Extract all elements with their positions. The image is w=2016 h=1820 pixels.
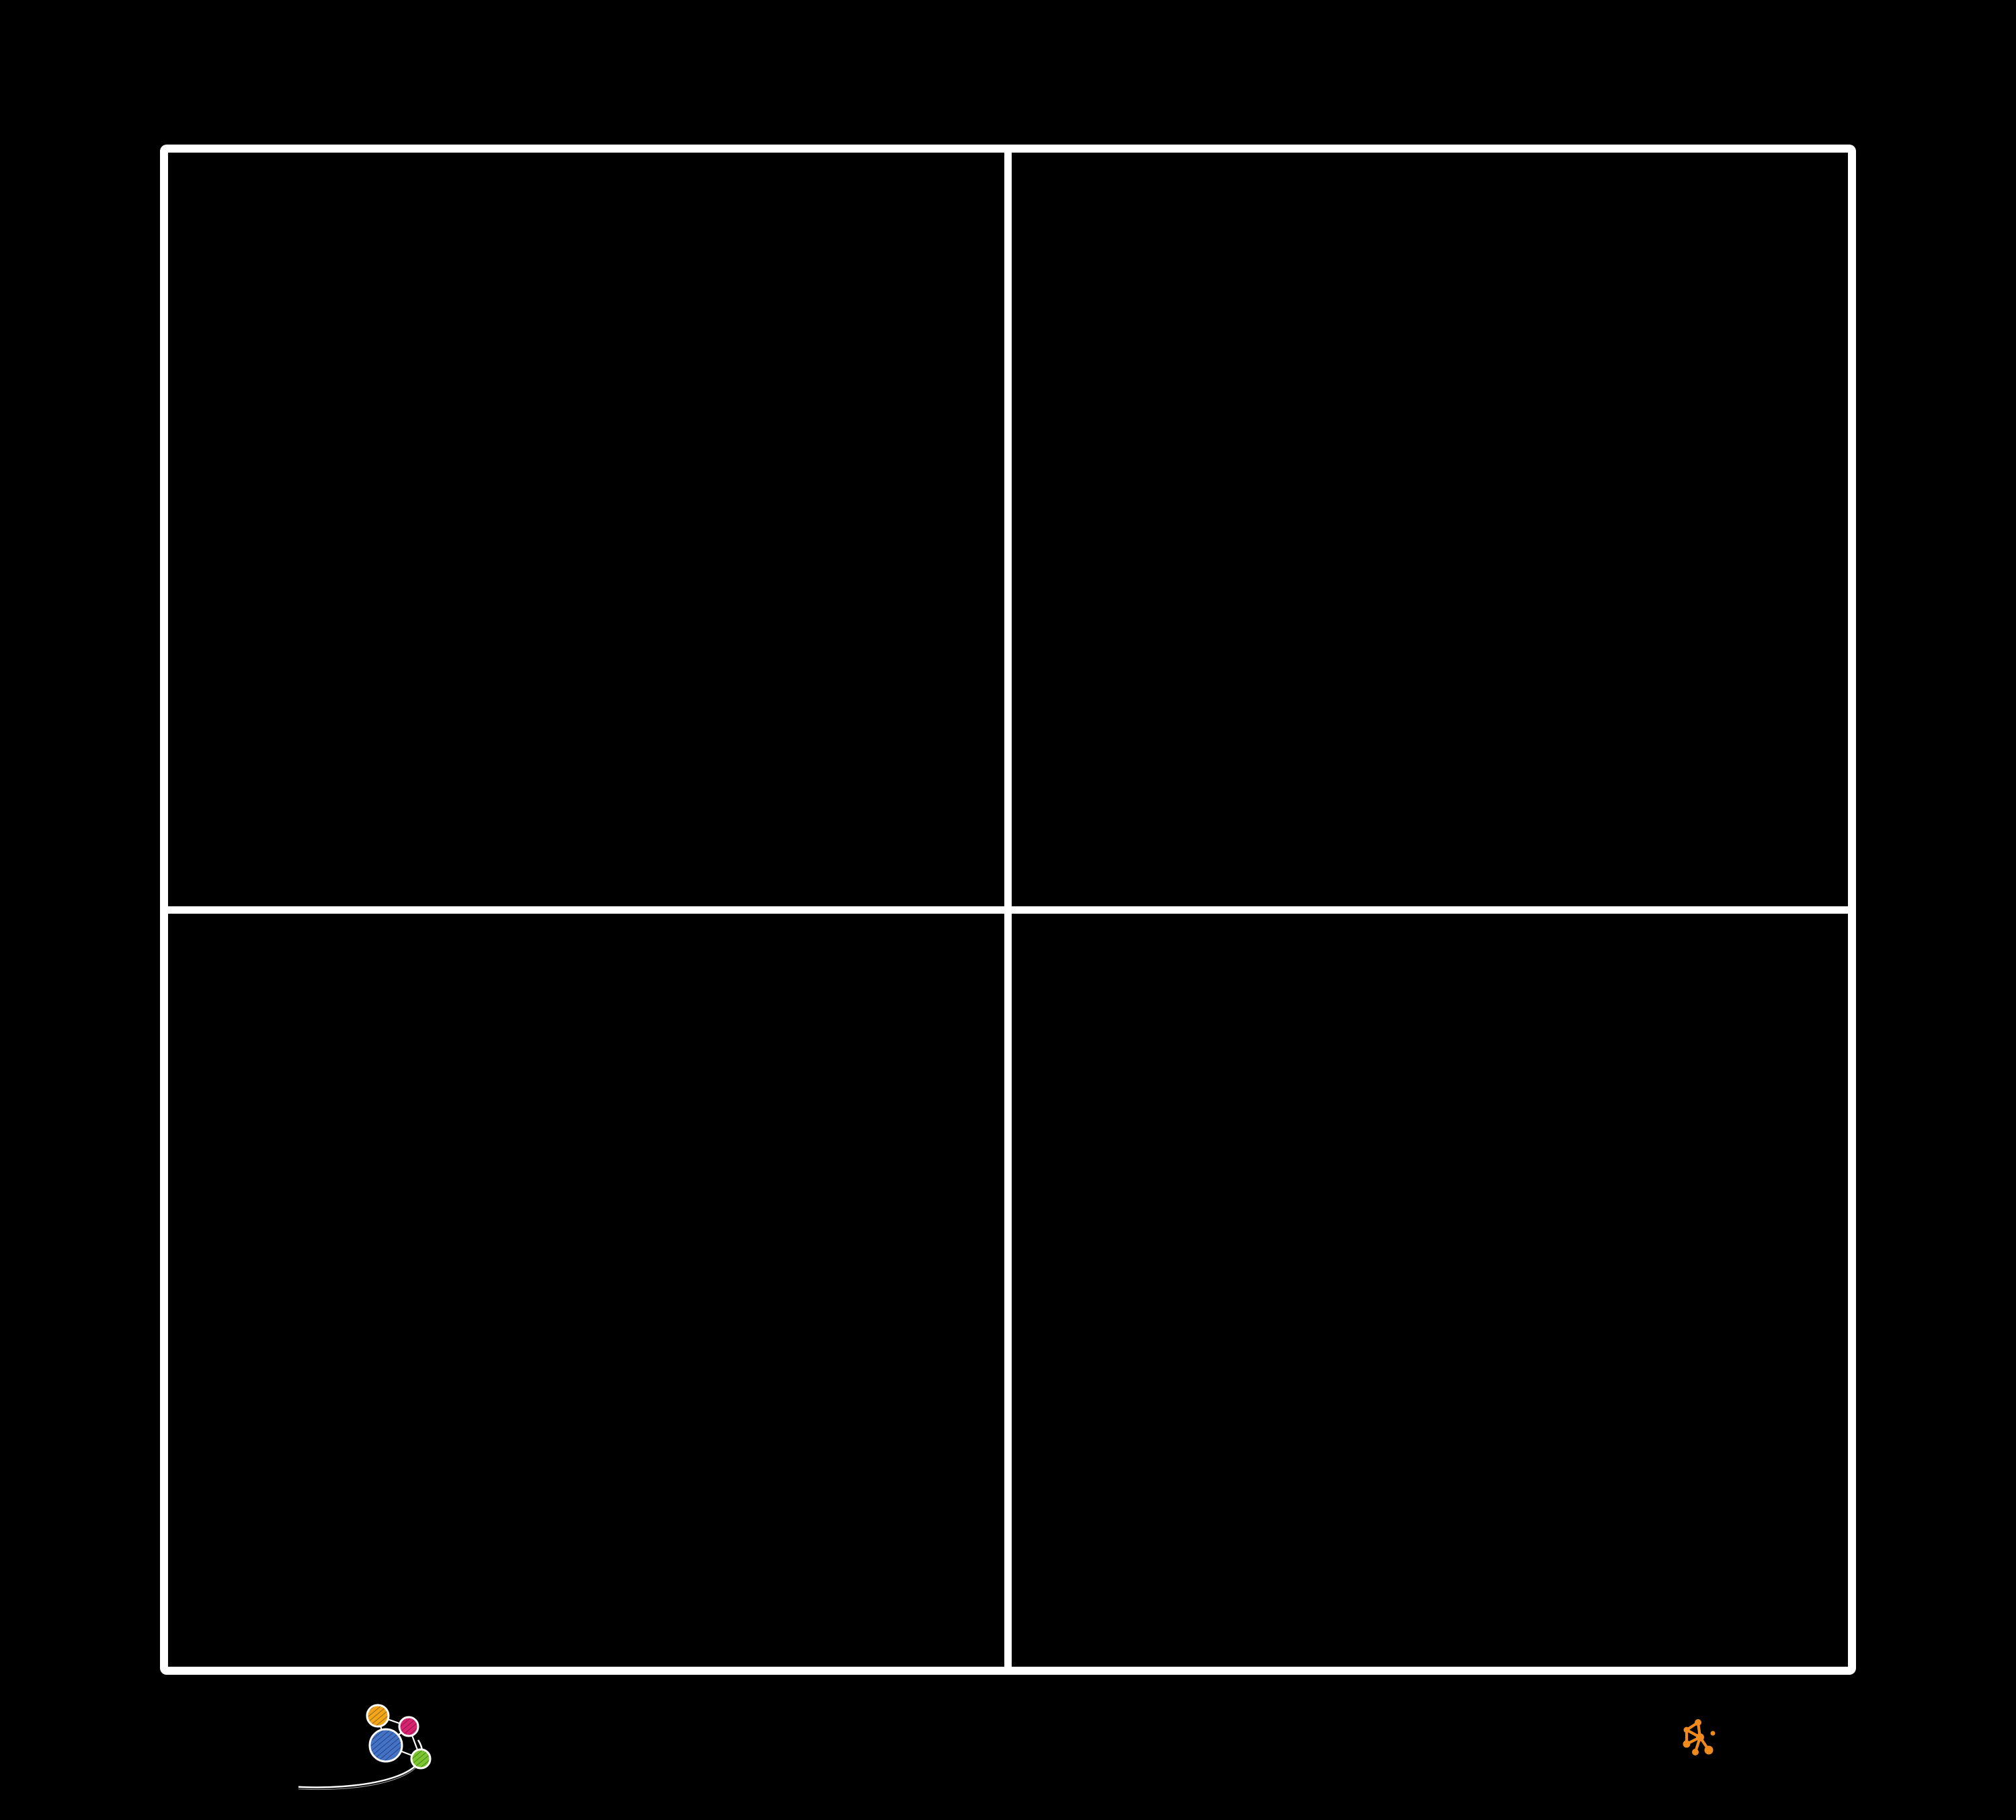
edgeleap-logo-icon xyxy=(298,1704,432,1790)
panel-disease-risk xyxy=(1012,153,1848,906)
panel-ingredient-classes xyxy=(168,913,1004,1667)
cytoscape-logo-icon xyxy=(1683,1719,1716,1755)
panel-ingredient-disease xyxy=(168,153,1004,906)
powered-by-block xyxy=(1682,1712,1904,1756)
network-graph-disease-classes xyxy=(1012,914,1848,1667)
cytoscape-brand xyxy=(1682,1717,1904,1756)
network-graph-disease-risk xyxy=(1012,153,1848,906)
network-graph-ingredient-disease xyxy=(168,153,1004,906)
panel-grid xyxy=(160,145,1856,1675)
network-graph-ingredient-classes xyxy=(168,914,1004,1667)
created-by-block xyxy=(179,1704,488,1813)
panel-disease-classes xyxy=(1012,913,1848,1667)
